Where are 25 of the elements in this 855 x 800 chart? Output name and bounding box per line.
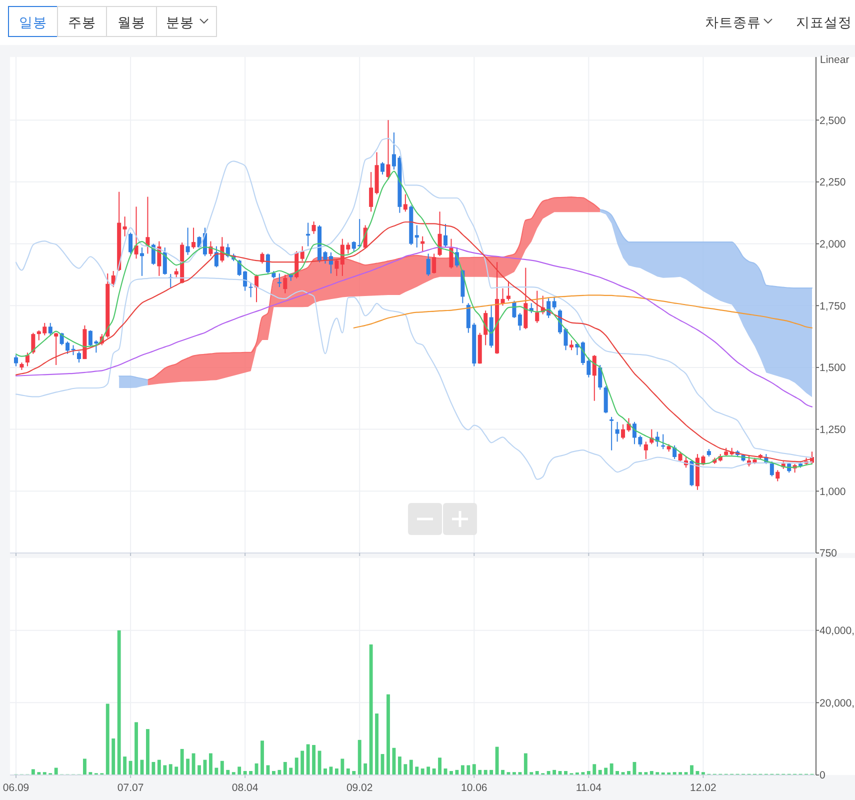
- y-tick-label: 0: [820, 770, 826, 782]
- y-tick-label: 1,000: [820, 486, 846, 498]
- x-tick-label: 08.04: [232, 782, 258, 794]
- y-tick-label: 1,750: [820, 300, 846, 312]
- y-tick-label: 750: [820, 548, 838, 560]
- x-tick-label: 10.06: [460, 782, 488, 794]
- x-tick-label: 07.07: [117, 782, 144, 794]
- text: 분봉: [166, 15, 194, 31]
- text: 차트종류: [705, 15, 761, 31]
- y-tick-label: 1,250: [820, 424, 846, 436]
- y-tick-label: 2,500: [820, 114, 846, 127]
- x-tick-label: 09.02: [346, 782, 373, 794]
- y-tick-label: 40,000,: [820, 625, 855, 638]
- y-tick-label: 2,000: [820, 238, 846, 250]
- text: 주봉: [68, 15, 96, 31]
- y-tick-label: 2,250: [820, 176, 846, 189]
- text: 월봉: [118, 15, 146, 31]
- y-tick-label: 20,000,: [820, 697, 855, 710]
- x-tick-label: 12.02: [690, 782, 716, 794]
- text: 지표설정: [796, 15, 852, 31]
- x-tick-label: 06.09: [2, 782, 30, 794]
- text: Linear: [820, 54, 850, 66]
- x-tick-label: 11.04: [576, 782, 602, 794]
- text: 일봉: [19, 15, 47, 31]
- y-tick-label: 1,500: [820, 362, 846, 374]
